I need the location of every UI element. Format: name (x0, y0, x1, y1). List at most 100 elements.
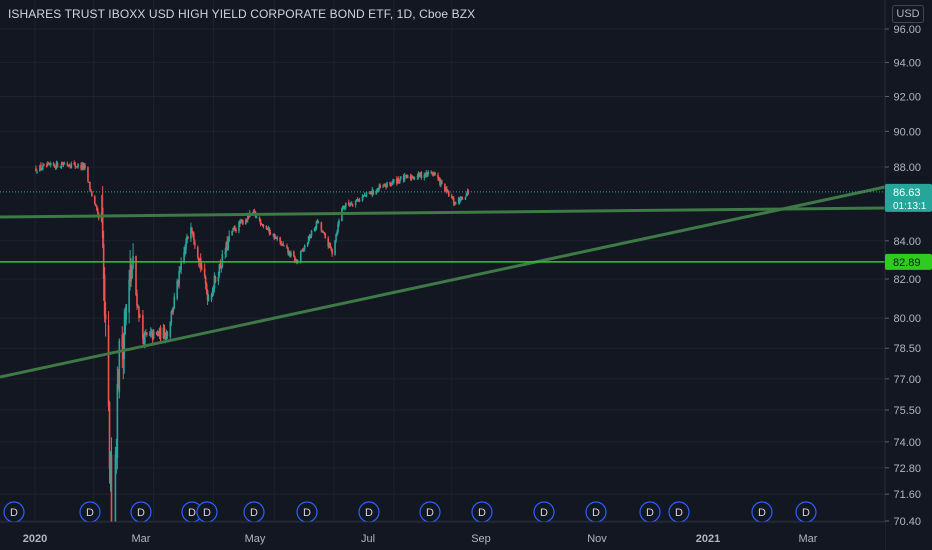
candle-body (419, 172, 422, 176)
price-tick-label: 70.40 (893, 516, 921, 528)
candle-body (267, 227, 270, 230)
candle-body (218, 264, 221, 276)
candle-body (431, 172, 433, 174)
candle-body (331, 248, 333, 255)
candle-body (410, 176, 413, 179)
candle-body (117, 385, 120, 388)
candle-body (225, 242, 228, 252)
candle-body (453, 203, 456, 206)
time-tick-label: Mar (132, 533, 151, 545)
candle-body (386, 181, 388, 188)
candle-body (438, 177, 440, 179)
candle-body (377, 189, 380, 191)
candle-body (308, 236, 311, 239)
candle-body (40, 164, 42, 170)
time-tick-label: Nov (587, 533, 607, 545)
candle-body (232, 227, 234, 230)
candle-body (416, 176, 419, 178)
candle-body (139, 316, 141, 318)
candle-body (108, 402, 111, 469)
candle-body (342, 206, 344, 208)
candle-body (87, 167, 89, 181)
candle-body (459, 196, 462, 201)
candle-body (276, 237, 279, 240)
candle-body (121, 334, 124, 348)
dividend-marker-label: D (86, 507, 94, 519)
price-tick-label: 96.00 (893, 24, 921, 36)
candle-body (138, 307, 140, 319)
candle-body (348, 204, 351, 206)
candle-body (450, 195, 453, 199)
candle-body (368, 192, 371, 194)
candle-body (265, 225, 268, 229)
candle-body (405, 175, 408, 179)
candle-body (163, 327, 166, 338)
candle-body (251, 212, 254, 214)
candle-body (67, 165, 70, 167)
candle-body (309, 236, 312, 239)
candle-body (334, 240, 336, 255)
candle-body (411, 177, 414, 179)
candle-body (290, 252, 292, 256)
candle-body (317, 221, 320, 224)
candle-body (454, 202, 457, 205)
candle-body (170, 311, 173, 323)
candle-body (275, 237, 278, 239)
candle-body (210, 295, 213, 301)
candle-body (399, 176, 402, 179)
candle-body (48, 163, 51, 166)
dividend-marker-label: D (646, 507, 654, 519)
candle-body (84, 165, 86, 168)
candle-body (227, 240, 229, 250)
candle-body (107, 325, 110, 407)
candle-body (55, 162, 58, 169)
candle-body (129, 270, 131, 281)
candle-body (364, 195, 367, 197)
candle-body (109, 462, 112, 475)
candle-body (185, 242, 187, 250)
candle-body (273, 233, 276, 239)
candle-body (214, 276, 217, 283)
candle-body (47, 162, 50, 164)
last-price-value: 86.63 (893, 187, 921, 199)
candle-body (451, 197, 454, 199)
candle-body (131, 267, 133, 279)
candle-body (183, 252, 185, 263)
candle-body (46, 163, 49, 166)
candle-body (283, 245, 285, 247)
candle-body (370, 192, 373, 195)
candle-body (90, 189, 92, 191)
candle-body (262, 224, 265, 227)
candle-body (413, 177, 416, 179)
candle-body (320, 222, 323, 231)
price-tick-label: 71.60 (893, 489, 921, 501)
candle-body (88, 181, 90, 183)
candle-body (53, 164, 56, 167)
candle-body (335, 234, 337, 241)
candle-body (96, 208, 99, 214)
candle-body (110, 454, 113, 539)
trendline-ascending[interactable] (0, 185, 886, 379)
candle-body (432, 173, 434, 175)
trendline-upper[interactable] (0, 206, 886, 219)
candle-body (460, 196, 463, 198)
candle-body (76, 166, 78, 168)
candle-body (384, 185, 386, 187)
candle-body (375, 190, 378, 195)
candle-body (179, 270, 181, 272)
candle-body (59, 166, 62, 168)
candle-body (417, 172, 420, 177)
candle-body (253, 210, 256, 214)
currency-button[interactable]: USD (892, 5, 924, 23)
candle-body (152, 330, 155, 339)
candle-body (307, 236, 310, 243)
candle-body (158, 328, 161, 336)
candle-body (245, 220, 247, 225)
candle-body (288, 251, 290, 254)
candle-body (425, 171, 428, 176)
candle-body (457, 197, 460, 202)
price-tick-label: 74.00 (893, 437, 921, 449)
price-tick-label: 92.00 (893, 92, 921, 104)
candle-body (205, 283, 208, 292)
